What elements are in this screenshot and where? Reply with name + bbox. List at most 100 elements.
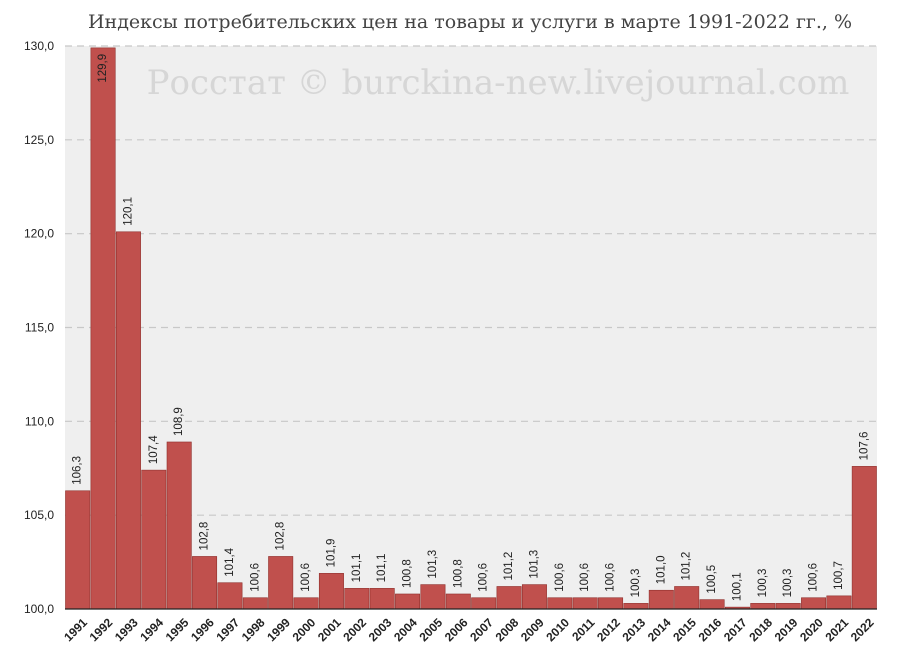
data-label-2009: 101,3 — [528, 550, 540, 579]
x-tick-label: 2007 — [467, 615, 496, 644]
bar-2000 — [293, 597, 319, 610]
data-label-2021: 100,7 — [833, 561, 845, 590]
bar-2012 — [598, 597, 624, 610]
x-tick-label: 2000 — [290, 615, 319, 644]
x-tick-label: 1994 — [137, 615, 166, 644]
chart-title: Индексы потребительских цен на товары и … — [88, 11, 852, 33]
bar-2014 — [648, 589, 674, 610]
x-tick-label: 2003 — [366, 615, 395, 644]
bar-2009 — [521, 584, 547, 610]
data-labels: 106,3 129,9 120,1 107,4 108,9 102,8 101,4 100,6… — [72, 54, 871, 601]
data-label-2012: 100,6 — [605, 563, 617, 592]
x-tick-label: 2017 — [721, 615, 750, 644]
bar-2002 — [344, 588, 370, 610]
x-tick-label: 2021 — [822, 615, 851, 644]
watermark: Росстат © burckina-new.livejournal.com — [147, 63, 850, 103]
bar-1998 — [242, 597, 268, 610]
data-label-2001: 101,9 — [325, 539, 337, 568]
data-label-1998: 100,6 — [249, 563, 261, 592]
x-tick-label: 2012 — [594, 615, 623, 644]
y-tick-label: 125,0 — [24, 133, 54, 147]
bar-1996 — [192, 556, 218, 610]
data-label-2000: 100,6 — [300, 563, 312, 592]
bar-2019 — [775, 603, 801, 610]
y-tick-label: 105,0 — [24, 508, 54, 522]
data-label-2011: 100,6 — [579, 563, 591, 592]
bar-2020 — [801, 597, 827, 610]
data-label-2007: 100,6 — [478, 563, 490, 592]
bar-1993 — [115, 231, 141, 610]
y-axis: 100,0 105,0 110,0 115,0 120,0 125,0 130,0 — [24, 39, 54, 616]
data-label-2008: 101,2 — [503, 552, 515, 581]
x-tick-label: 2018 — [746, 615, 775, 644]
data-label-2004: 100,8 — [402, 559, 414, 588]
x-tick-label: 1993 — [112, 615, 141, 644]
bar-2006 — [445, 593, 471, 610]
data-label-1995: 108,9 — [173, 407, 185, 436]
x-tick-label: 2019 — [772, 615, 801, 644]
data-label-2006: 100,8 — [452, 559, 464, 588]
bar-1994 — [141, 469, 167, 610]
data-label-2017: 100,1 — [731, 572, 743, 601]
data-label-1999: 102,8 — [275, 522, 287, 551]
x-tick-label: 1997 — [213, 615, 242, 644]
y-tick-label: 110,0 — [25, 414, 54, 428]
bars — [65, 47, 877, 610]
bar-2008 — [496, 586, 522, 610]
x-tick-label: 2004 — [391, 615, 420, 644]
x-tick-label: 1996 — [188, 615, 217, 644]
x-tick-label: 2002 — [340, 615, 369, 644]
data-label-2018: 100,3 — [757, 569, 769, 598]
x-tick-label: 2009 — [518, 615, 547, 644]
bar-2013 — [623, 603, 649, 610]
bar-2015 — [674, 586, 700, 610]
bar-2018 — [750, 603, 776, 610]
data-label-2005: 101,3 — [427, 550, 439, 579]
data-label-2013: 100,3 — [630, 569, 642, 598]
x-tick-label: 2016 — [696, 615, 725, 644]
data-label-1994: 107,4 — [148, 435, 160, 464]
data-label-2019: 100,3 — [782, 569, 794, 598]
x-tick-label: 2001 — [315, 615, 344, 644]
grid — [65, 45, 877, 516]
data-label-1993: 120,1 — [122, 197, 134, 226]
x-tick-label: 1999 — [264, 615, 293, 644]
data-label-2022: 107,6 — [858, 432, 870, 461]
data-label-2015: 101,2 — [681, 552, 693, 581]
data-label-1991: 106,3 — [72, 456, 84, 485]
data-label-2020: 100,6 — [808, 563, 820, 592]
y-tick-label: 130,0 — [24, 39, 54, 53]
x-tick-label: 2013 — [619, 615, 648, 644]
bar-1997 — [217, 582, 243, 610]
data-label-2003: 101,1 — [376, 554, 388, 583]
x-tick-label: 1998 — [239, 615, 268, 644]
x-tick-label: 2014 — [645, 615, 674, 644]
x-tick-label: 2015 — [670, 615, 699, 644]
bar-1995 — [166, 441, 192, 610]
x-tick-label: 1995 — [163, 615, 192, 644]
bar-2003 — [369, 588, 395, 610]
data-label-2002: 101,1 — [351, 554, 363, 583]
data-label-1992: 129,9 — [97, 54, 109, 83]
bar-2016 — [699, 599, 725, 610]
x-tick-label: 2008 — [493, 615, 522, 644]
bar-2010 — [547, 597, 573, 610]
bar-1992 — [90, 47, 116, 610]
data-label-2010: 100,6 — [554, 563, 566, 592]
bar-2001 — [318, 573, 344, 610]
x-tick-label: 2020 — [797, 615, 826, 644]
y-tick-label: 115,0 — [25, 321, 54, 335]
x-tick-label: 2006 — [442, 615, 471, 644]
bar-2005 — [420, 584, 446, 610]
bar-1999 — [268, 556, 294, 610]
bar-2007 — [471, 597, 497, 610]
bar-2011 — [572, 597, 598, 610]
y-tick-label: 120,0 — [24, 227, 54, 241]
data-label-2014: 101,0 — [655, 555, 667, 584]
y-tick-label: 100,0 — [24, 602, 54, 616]
x-tick-label: 2005 — [416, 615, 445, 644]
data-label-1997: 101,4 — [224, 547, 236, 576]
x-tick-label: 1991 — [61, 615, 90, 644]
bar-2021 — [826, 595, 852, 610]
